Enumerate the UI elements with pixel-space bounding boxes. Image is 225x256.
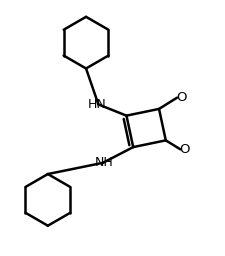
- Text: HN: HN: [88, 98, 106, 111]
- Text: O: O: [178, 143, 189, 156]
- Text: NH: NH: [94, 156, 113, 169]
- Text: O: O: [175, 91, 185, 104]
